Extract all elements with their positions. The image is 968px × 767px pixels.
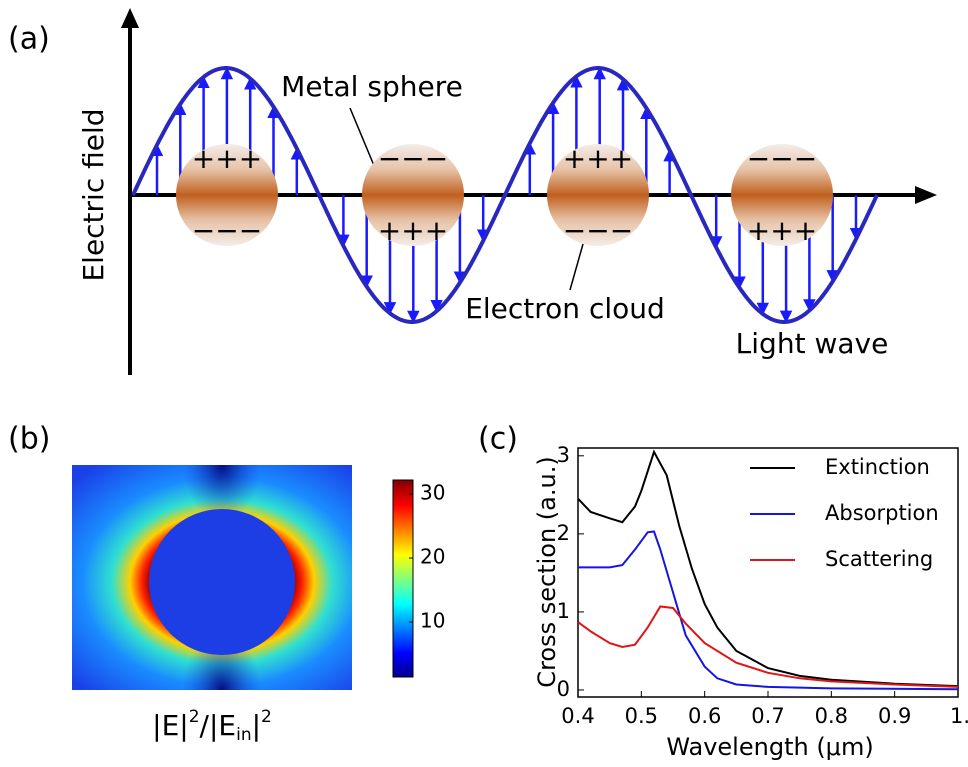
panel-label: (a) xyxy=(8,22,50,57)
charge: −−− xyxy=(192,214,262,247)
colorbar-tick-label: 10 xyxy=(420,608,445,632)
sphere xyxy=(149,509,295,655)
callout: Electron cloud xyxy=(465,292,665,325)
charge: +++ xyxy=(747,214,817,247)
heatmap xyxy=(22,410,422,745)
figure: (a) Electric field Metal sphere Electron… xyxy=(0,0,968,767)
colorbar-tick-label: 20 xyxy=(420,545,445,569)
caption-part: /|E xyxy=(200,709,237,742)
caption-part: in xyxy=(236,725,252,745)
x-tick-label: 0.4 xyxy=(561,704,594,728)
x-tick-label: 0.6 xyxy=(688,704,721,728)
charge: +++ xyxy=(563,142,633,175)
x-tick-label: 1. xyxy=(950,704,968,728)
x-tick-label: 0.5 xyxy=(625,704,658,728)
arrowhead xyxy=(915,186,937,204)
series-line xyxy=(578,607,958,687)
arrowhead xyxy=(121,8,139,28)
callout: Metal sphere xyxy=(281,70,463,103)
x-tick-label: 0.9 xyxy=(878,704,911,728)
legend-label: Absorption xyxy=(825,501,939,525)
caption-part: 2 xyxy=(261,707,272,727)
charge: −−− xyxy=(378,142,448,175)
legend-label: Extinction xyxy=(825,455,930,479)
callout: Light wave xyxy=(736,327,889,360)
colorbar-tick-label: 30 xyxy=(420,481,445,505)
y-axis-label: Cross section (a.u.) xyxy=(533,456,561,687)
y-tick-label: 3 xyxy=(557,443,570,467)
caption-part: |E| xyxy=(152,709,189,742)
caption: |E|2/|Ein|2 xyxy=(152,707,272,745)
x-axis-label: Wavelength (μm) xyxy=(666,733,873,761)
axes-frame xyxy=(578,448,958,697)
panel-label: (c) xyxy=(478,422,518,457)
y-tick-label: 2 xyxy=(557,521,570,545)
y-tick-label: 0 xyxy=(557,677,570,701)
caption-part: | xyxy=(252,709,261,742)
colorbar xyxy=(393,480,413,677)
legend-label: Scattering xyxy=(825,547,933,571)
panel-label: (b) xyxy=(8,422,50,457)
x-tick-label: 0.8 xyxy=(815,704,848,728)
x-tick-label: 0.7 xyxy=(751,704,784,728)
field-minimum xyxy=(182,410,262,520)
axis-label: Electric field xyxy=(77,108,110,281)
y-tick-label: 1 xyxy=(557,599,570,623)
charge: −−− xyxy=(563,214,633,247)
panel-b: (b) |E|2/|Ein|2 xyxy=(8,410,422,745)
charge: −−− xyxy=(747,142,817,175)
charge: +++ xyxy=(378,214,448,247)
leader xyxy=(570,244,583,290)
caption-part: 2 xyxy=(189,707,200,727)
charge: +++ xyxy=(192,142,262,175)
